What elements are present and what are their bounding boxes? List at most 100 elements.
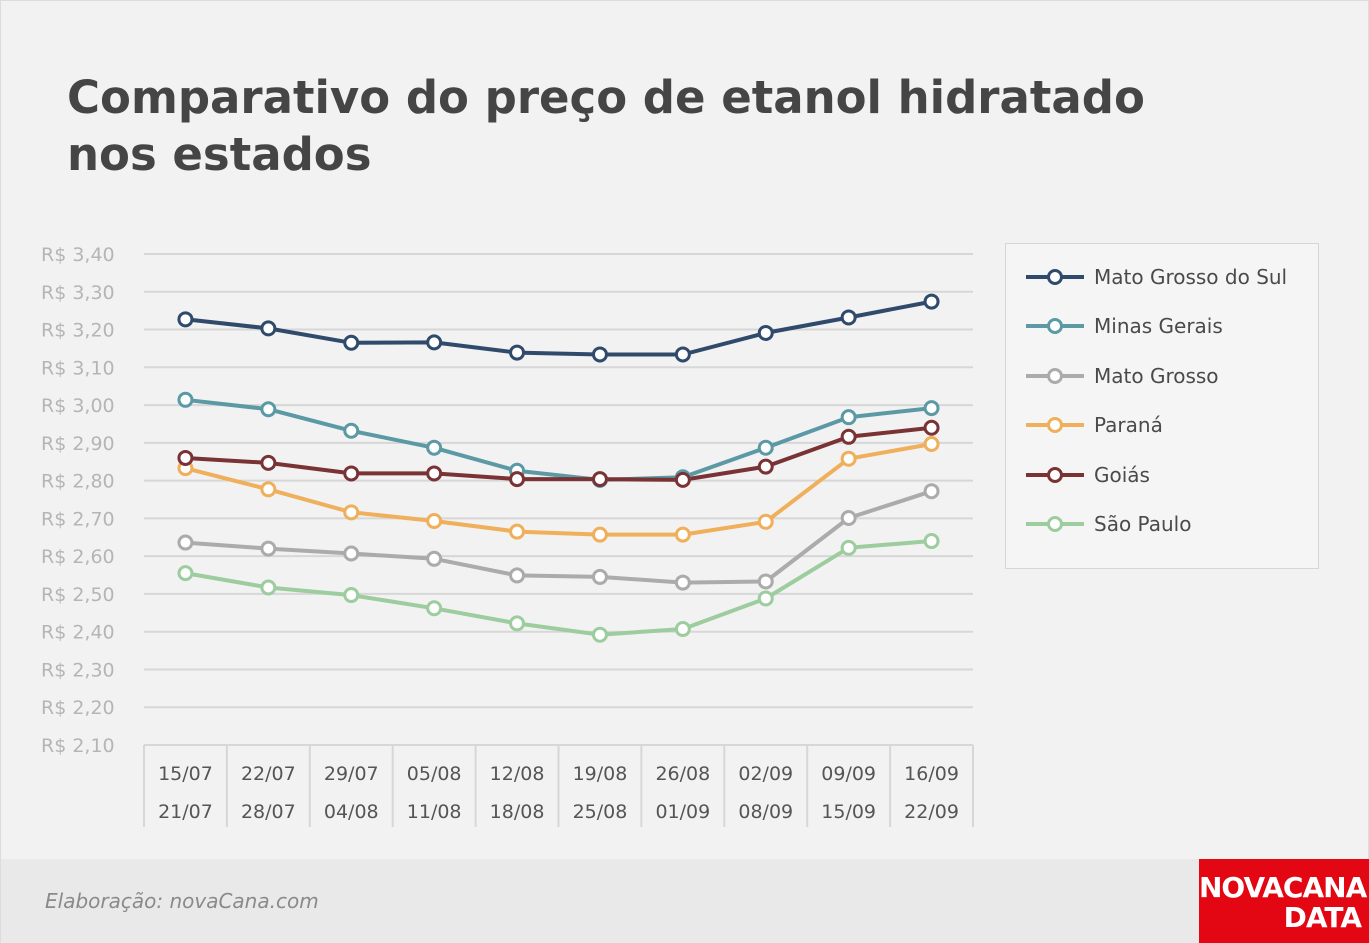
data-point — [260, 540, 277, 557]
legend-swatch — [1026, 318, 1084, 335]
logo-text-line-1: NOVACANA — [1199, 871, 1367, 904]
data-point — [923, 483, 940, 500]
data-point — [591, 568, 608, 585]
data-point — [260, 481, 277, 498]
data-point — [923, 419, 940, 436]
x-tick-label-end: 25/08 — [573, 801, 628, 823]
data-point — [840, 510, 857, 527]
legend-swatch-marker — [1047, 269, 1063, 285]
legend-label: Goiás — [1094, 462, 1150, 487]
y-tick-label: R$ 3,00 — [41, 395, 115, 417]
data-point — [177, 449, 194, 466]
data-point — [840, 409, 857, 426]
legend-item: Paraná — [1006, 405, 1318, 454]
novacana-data-logo: NOVACANA DATA — [1199, 859, 1369, 943]
x-tick-label-end: 22/09 — [904, 801, 959, 823]
data-point — [674, 471, 691, 488]
data-point — [840, 539, 857, 556]
line-chart: R$ 3,40 R$ 3,30 R$ 3,20 R$ 3,10 R$ 3,00 R$ 2,… — [41, 244, 974, 827]
x-tick-label-end: 11/08 — [407, 801, 462, 823]
x-tick-label-start: 09/09 — [821, 763, 876, 785]
data-point — [757, 458, 774, 475]
data-point — [591, 346, 608, 363]
data-point — [674, 526, 691, 543]
series-line — [185, 489, 933, 585]
data-point — [509, 344, 526, 361]
data-point — [923, 293, 940, 310]
data-point — [177, 311, 194, 328]
data-point — [591, 471, 608, 488]
data-point — [757, 590, 774, 607]
data-point — [840, 428, 857, 445]
legend-label: Minas Gerais — [1094, 314, 1223, 339]
legend-swatch — [1026, 466, 1084, 483]
data-point — [260, 579, 277, 596]
data-point — [343, 504, 360, 521]
y-tick-label: R$ 2,70 — [41, 508, 115, 530]
y-tick-label: R$ 2,80 — [41, 471, 115, 493]
data-point — [343, 334, 360, 351]
series-line — [185, 539, 932, 637]
data-point — [426, 465, 443, 482]
data-point — [591, 526, 608, 543]
x-tick-label-end: 08/09 — [738, 801, 793, 823]
legend-swatch-marker — [1047, 318, 1063, 335]
legend-item: Goiás — [1006, 455, 1318, 504]
data-point — [426, 439, 443, 456]
data-point — [509, 567, 526, 584]
data-point — [757, 439, 774, 456]
data-point — [509, 523, 526, 540]
data-point — [177, 534, 194, 551]
data-point — [591, 626, 608, 643]
chart-title-line-2: nos estados — [67, 128, 372, 181]
y-tick-label: R$ 3,40 — [41, 244, 115, 266]
y-tick-label: R$ 3,30 — [41, 282, 115, 304]
legend-swatch-marker — [1047, 515, 1063, 532]
series-line — [185, 397, 932, 482]
data-point — [343, 587, 360, 604]
legend-swatch-marker — [1047, 466, 1063, 483]
series-line — [185, 299, 932, 357]
chart-title-line-1: Comparativo do preço de etanol hidratado — [67, 71, 1145, 124]
x-tick-label-end: 15/09 — [821, 801, 876, 823]
data-point — [757, 573, 774, 590]
data-point — [260, 454, 277, 471]
legend-label: Paraná — [1094, 413, 1163, 438]
data-point — [426, 513, 443, 530]
chart-legend: Mato Grosso do Sul Minas Gerais Mato Gross… — [1005, 243, 1319, 569]
data-point — [509, 471, 526, 488]
data-point — [840, 450, 857, 467]
y-tick-label: R$ 2,10 — [41, 735, 115, 757]
series-line — [184, 442, 932, 537]
legend-item: Minas Gerais — [1006, 306, 1318, 355]
data-point — [840, 309, 857, 326]
data-point — [757, 513, 774, 530]
data-point — [343, 465, 360, 482]
data-point — [509, 615, 526, 632]
legend-item: Mato Grosso do Sul — [1006, 257, 1318, 306]
data-point — [343, 545, 360, 562]
data-point — [426, 600, 443, 617]
x-tick-label-start: 26/08 — [655, 763, 710, 785]
chart-title: Comparativo do preço de etanol hidratado… — [67, 69, 1217, 183]
data-point — [923, 435, 940, 452]
data-point — [343, 422, 360, 439]
x-tick-label-start: 05/08 — [407, 763, 462, 785]
x-tick-label-end: 28/07 — [241, 801, 296, 823]
legend-item: São Paulo — [1006, 504, 1318, 553]
y-tick-label: R$ 2,20 — [41, 697, 115, 719]
x-tick-label-end: 18/08 — [490, 801, 545, 823]
legend-swatch-marker — [1047, 417, 1063, 434]
x-tick-label-start: 12/08 — [490, 763, 545, 785]
footer: Elaboração: novaCana.com NOVACANA DATA — [1, 859, 1369, 943]
legend-swatch — [1026, 515, 1084, 532]
data-point — [426, 550, 443, 567]
legend-swatch — [1026, 417, 1084, 434]
x-tick-label-start: 22/07 — [241, 763, 296, 785]
data-point — [177, 565, 194, 582]
legend-label: Mato Grosso do Sul — [1094, 265, 1288, 289]
legend-label: Mato Grosso — [1094, 363, 1219, 388]
y-tick-label: R$ 2,40 — [41, 622, 115, 644]
data-point — [260, 320, 277, 337]
